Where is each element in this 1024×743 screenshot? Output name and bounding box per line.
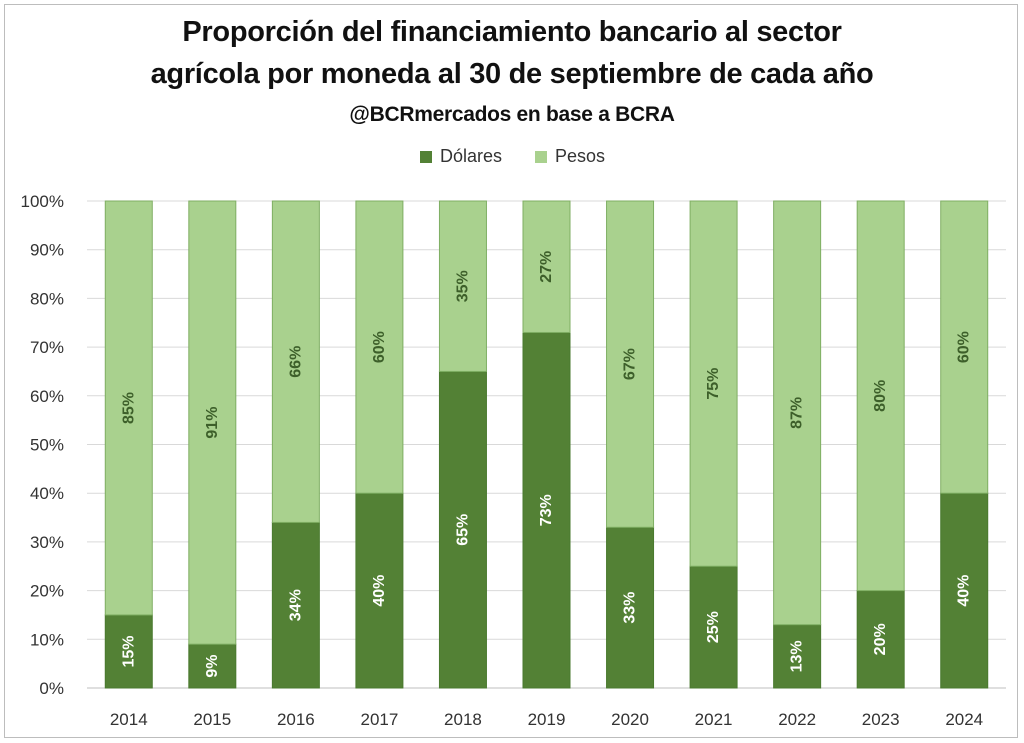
- data-label-dolares: 9%: [204, 655, 221, 678]
- y-tick-label: 60%: [30, 387, 64, 406]
- x-tick-label: 2019: [528, 710, 566, 729]
- chart-frame: [4, 4, 1018, 738]
- bar-pesos: [522, 200, 571, 333]
- data-label-pesos: 35%: [454, 270, 471, 302]
- bar-dolares: [689, 565, 738, 689]
- data-label-dolares: 25%: [705, 611, 722, 643]
- bar-dolares: [773, 624, 822, 689]
- y-tick-label: 90%: [30, 241, 64, 260]
- x-tick-label: 2017: [360, 710, 398, 729]
- data-label-dolares: 13%: [789, 640, 806, 672]
- bar-pesos: [773, 200, 822, 626]
- bar-dolares: [438, 370, 487, 689]
- bar-pesos: [188, 200, 237, 645]
- chart-subtitle: @BCRmercados en base a BCRA: [349, 103, 675, 126]
- data-label-pesos: 66%: [287, 346, 304, 378]
- x-tick-label: 2024: [945, 710, 983, 729]
- legend-swatch-pesos: [535, 151, 547, 163]
- chart-title-line2: agrícola por moneda al 30 de septiembre …: [150, 58, 874, 90]
- bar-dolares: [271, 521, 320, 689]
- data-label-dolares: 73%: [538, 494, 555, 526]
- bar-pesos: [940, 200, 989, 494]
- x-tick-label: 2021: [695, 710, 733, 729]
- y-tick-label: 20%: [30, 582, 64, 601]
- data-label-pesos: 60%: [371, 331, 388, 363]
- y-tick-label: 50%: [30, 436, 64, 455]
- x-tick-label: 2018: [444, 710, 482, 729]
- bar-dolares: [940, 492, 989, 689]
- bar-dolares: [104, 614, 153, 689]
- data-label-dolares: 40%: [956, 575, 973, 607]
- data-label-pesos: 85%: [120, 392, 137, 424]
- data-label-pesos: 27%: [538, 251, 555, 283]
- x-tick-label: 2022: [778, 710, 816, 729]
- x-tick-label: 2023: [862, 710, 900, 729]
- y-tick-label: 80%: [30, 289, 64, 308]
- bar-pesos: [271, 200, 320, 523]
- x-tick-label: 2015: [193, 710, 231, 729]
- bar-pesos: [355, 200, 404, 494]
- chart-title-line1: Proporción del financiamiento bancario a…: [182, 16, 842, 48]
- y-tick-label: 40%: [30, 484, 64, 503]
- bar-pesos: [689, 200, 738, 567]
- data-label-dolares: 15%: [120, 635, 137, 667]
- bar-dolares: [606, 526, 655, 689]
- x-tick-label: 2016: [277, 710, 315, 729]
- bar-pesos: [104, 200, 153, 616]
- x-tick-label: 2014: [110, 710, 148, 729]
- data-label-pesos: 91%: [204, 407, 221, 439]
- bar-pesos: [606, 200, 655, 528]
- legend-label-dolares: Dólares: [440, 146, 502, 166]
- bar-dolares: [355, 492, 404, 689]
- bar-pesos: [438, 200, 487, 372]
- data-label-pesos: 80%: [872, 380, 889, 412]
- data-label-pesos: 67%: [622, 348, 639, 380]
- data-label-pesos: 75%: [705, 368, 722, 400]
- y-tick-label: 10%: [30, 630, 64, 649]
- data-label-pesos: 87%: [789, 397, 806, 429]
- bar-pesos: [856, 200, 905, 592]
- bar-dolares: [856, 590, 905, 689]
- legend-label-pesos: Pesos: [555, 146, 605, 166]
- y-tick-label: 100%: [21, 192, 64, 211]
- x-tick-label: 2020: [611, 710, 649, 729]
- y-tick-label: 0%: [39, 679, 64, 698]
- data-label-dolares: 65%: [454, 514, 471, 546]
- data-label-dolares: 33%: [622, 592, 639, 624]
- data-label-dolares: 20%: [872, 623, 889, 655]
- legend-swatch-dolares: [420, 151, 432, 163]
- y-tick-label: 70%: [30, 338, 64, 357]
- data-label-dolares: 40%: [371, 575, 388, 607]
- data-label-dolares: 34%: [287, 589, 304, 621]
- y-tick-label: 30%: [30, 533, 64, 552]
- data-label-pesos: 60%: [956, 331, 973, 363]
